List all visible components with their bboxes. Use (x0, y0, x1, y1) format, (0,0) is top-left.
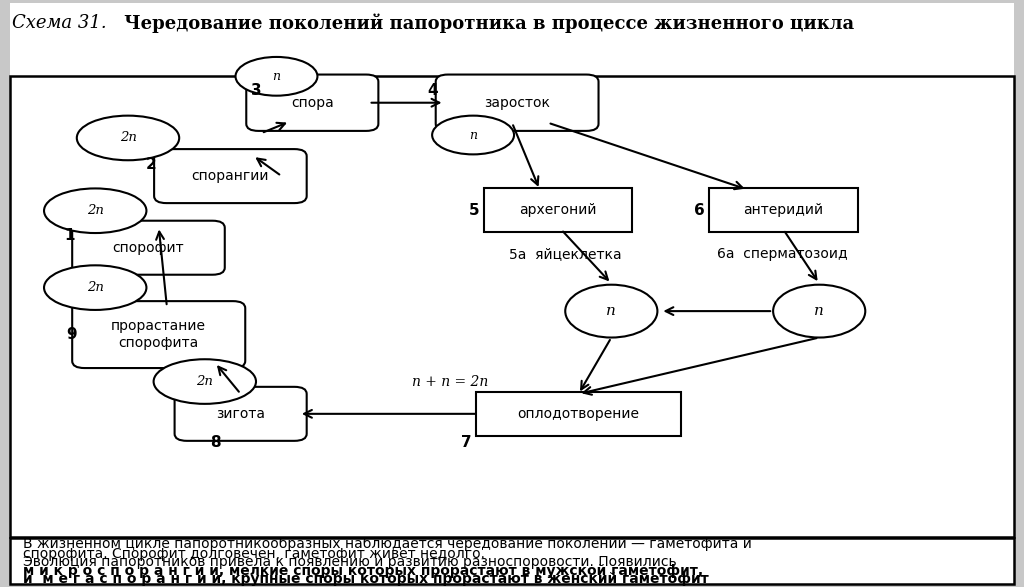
Text: 3: 3 (251, 83, 261, 99)
Text: n + n = 2n: n + n = 2n (413, 375, 488, 389)
FancyBboxPatch shape (72, 301, 246, 368)
Text: 1: 1 (65, 228, 75, 244)
FancyBboxPatch shape (10, 3, 1014, 584)
FancyBboxPatch shape (709, 188, 858, 232)
Text: оплодотворение: оплодотворение (517, 407, 640, 421)
Text: спорофит: спорофит (113, 241, 184, 255)
Text: 2n: 2n (197, 375, 213, 388)
Text: антеридий: антеридий (743, 203, 823, 217)
Text: м и к р о с п о р а н г и и, мелкие споры которых прорастают в мужской гаметофит: м и к р о с п о р а н г и и, мелкие спор… (23, 564, 702, 578)
Text: 6а  сперматозоид: 6а сперматозоид (717, 247, 848, 261)
FancyBboxPatch shape (476, 392, 681, 436)
Ellipse shape (44, 265, 146, 310)
Text: 5а  яйцеклетка: 5а яйцеклетка (509, 247, 622, 261)
Text: Чередование поколений папоротника в процессе жизненного цикла: Чередование поколений папоротника в проц… (118, 14, 854, 33)
Text: архегоний: архегоний (519, 203, 597, 217)
Text: спорофита. Спорофит долговечен, гаметофит живет недолго.: спорофита. Спорофит долговечен, гаметофи… (23, 546, 484, 561)
Ellipse shape (236, 57, 317, 96)
Text: n: n (272, 70, 281, 83)
Text: 2n: 2n (87, 204, 103, 217)
Ellipse shape (44, 188, 146, 233)
Text: спорангии: спорангии (191, 169, 269, 183)
FancyBboxPatch shape (154, 149, 307, 203)
Text: В жизненном цикле папоротникообразных наблюдается чередование поколений — гамето: В жизненном цикле папоротникообразных на… (23, 537, 752, 551)
Text: Эволюция папоротников привела к появлению и развитию разноспоровости. Появились: Эволюция папоротников привела к появлени… (23, 555, 676, 569)
FancyBboxPatch shape (484, 188, 633, 232)
Ellipse shape (77, 116, 179, 160)
Text: 2n: 2n (87, 281, 103, 294)
Text: 2: 2 (146, 157, 157, 172)
Ellipse shape (432, 116, 514, 154)
Text: и  м е г а с п о р а н г и и, крупные споры которых прорастают в женский гаметоф: и м е г а с п о р а н г и и, крупные спо… (23, 572, 709, 586)
FancyBboxPatch shape (246, 75, 379, 131)
FancyBboxPatch shape (174, 387, 307, 441)
Text: n: n (814, 304, 824, 318)
Text: 4: 4 (427, 83, 437, 99)
Text: 6: 6 (694, 203, 705, 218)
FancyBboxPatch shape (10, 538, 1014, 584)
Circle shape (565, 285, 657, 338)
Text: 8: 8 (210, 434, 220, 450)
FancyBboxPatch shape (436, 75, 598, 131)
Text: заросток: заросток (484, 96, 550, 110)
Text: Схема 31.: Схема 31. (12, 15, 106, 32)
Text: 9: 9 (67, 327, 77, 342)
Text: n: n (469, 129, 477, 141)
Text: 7: 7 (461, 434, 471, 450)
Text: 5: 5 (469, 203, 479, 218)
Text: спора: спора (291, 96, 334, 110)
FancyBboxPatch shape (10, 76, 1014, 537)
Text: прорастание
спорофита: прорастание спорофита (112, 319, 206, 350)
Text: n: n (606, 304, 616, 318)
Ellipse shape (154, 359, 256, 404)
Text: зигота: зигота (216, 407, 265, 421)
FancyBboxPatch shape (72, 221, 224, 275)
Circle shape (773, 285, 865, 338)
Text: 2n: 2n (120, 131, 136, 144)
